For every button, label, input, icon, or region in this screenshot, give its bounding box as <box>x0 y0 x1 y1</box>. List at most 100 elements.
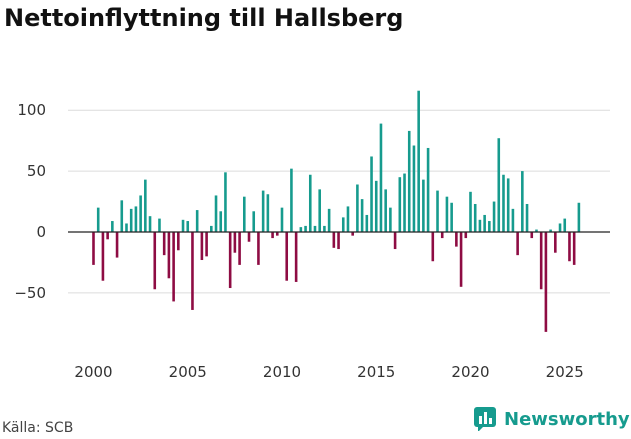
bar <box>535 229 538 232</box>
y-tick-label: −50 <box>14 284 46 302</box>
bar <box>308 174 312 232</box>
bar <box>544 232 548 332</box>
y-tick-label: 100 <box>17 101 46 119</box>
bar <box>167 232 171 279</box>
chart-title: Nettoinflyttning till Hallsberg <box>4 4 404 32</box>
bar <box>186 221 190 232</box>
bar <box>539 232 543 290</box>
bar <box>172 232 175 302</box>
bars <box>68 90 610 332</box>
bar <box>554 232 557 253</box>
bar <box>370 156 373 232</box>
bar <box>455 232 458 247</box>
bar <box>478 219 482 232</box>
bar <box>162 232 166 256</box>
x-axis-labels: 2000 2005 2010 2015 2020 2025 <box>74 363 583 381</box>
bar <box>506 178 510 232</box>
x-tick-label: 2000 <box>74 363 112 381</box>
bar <box>144 179 147 232</box>
bar <box>257 232 260 265</box>
brand-name: Newsworthy <box>504 408 630 430</box>
bar <box>101 232 105 281</box>
bar <box>285 232 289 281</box>
bar <box>271 232 274 239</box>
bar <box>464 232 468 239</box>
bar <box>214 195 218 232</box>
bar <box>332 232 336 248</box>
bar <box>275 232 279 236</box>
bar <box>304 225 307 232</box>
x-tick-label: 2005 <box>169 363 207 381</box>
y-axis-labels: −50 0 50 100 <box>14 101 46 302</box>
bar <box>440 232 444 239</box>
bar <box>247 232 251 242</box>
bar <box>577 202 581 232</box>
source-label: Källa: SCB <box>2 420 74 436</box>
bar <box>431 232 435 262</box>
bar <box>422 179 425 232</box>
bar <box>228 232 232 289</box>
bar <box>341 217 345 232</box>
bar <box>261 190 265 232</box>
bar <box>243 196 246 232</box>
bar <box>318 189 321 232</box>
bar <box>445 196 449 232</box>
bar <box>483 214 486 232</box>
bar <box>450 202 453 232</box>
bar <box>572 232 576 265</box>
bar <box>403 173 406 232</box>
bar <box>549 229 552 232</box>
bar <box>181 219 185 232</box>
bar <box>210 225 213 232</box>
bar <box>120 200 124 232</box>
bar <box>233 232 237 253</box>
bar <box>384 189 387 232</box>
x-tick-label: 2020 <box>451 363 489 381</box>
bar <box>224 172 227 232</box>
x-tick-label: 2010 <box>263 363 301 381</box>
bar <box>299 227 303 232</box>
bar <box>568 232 571 262</box>
bar <box>365 214 369 232</box>
bar <box>177 232 180 251</box>
newsworthy-icon <box>474 407 496 431</box>
bar <box>106 232 109 240</box>
y-tick-label: 0 <box>36 223 46 241</box>
bar <box>407 130 411 232</box>
bar <box>252 211 256 232</box>
bar <box>473 203 477 232</box>
bar <box>393 232 397 250</box>
bar <box>139 195 142 232</box>
bar <box>412 145 416 232</box>
bar <box>426 147 430 232</box>
bar <box>280 207 284 232</box>
bar <box>492 201 496 232</box>
bar <box>488 221 491 232</box>
bar <box>360 199 364 232</box>
bar <box>327 208 331 232</box>
bar <box>111 221 114 232</box>
bar <box>356 184 359 232</box>
bar <box>351 232 354 236</box>
bar <box>153 232 157 290</box>
x-tick-label: 2015 <box>357 363 395 381</box>
bar <box>337 232 340 250</box>
newsworthy-logo: Newsworthy <box>474 407 630 431</box>
bar <box>158 218 161 232</box>
bar <box>294 232 298 282</box>
bar <box>290 168 293 232</box>
bar <box>459 232 463 287</box>
bar <box>219 211 223 232</box>
bar <box>398 177 402 232</box>
bar <box>238 232 241 265</box>
bar <box>115 232 119 258</box>
bar <box>92 232 95 265</box>
bar <box>129 208 133 232</box>
bar <box>525 203 529 232</box>
bar <box>148 216 152 232</box>
bar <box>516 232 519 256</box>
bar <box>530 232 534 239</box>
bar <box>205 232 208 257</box>
bar <box>417 90 420 233</box>
